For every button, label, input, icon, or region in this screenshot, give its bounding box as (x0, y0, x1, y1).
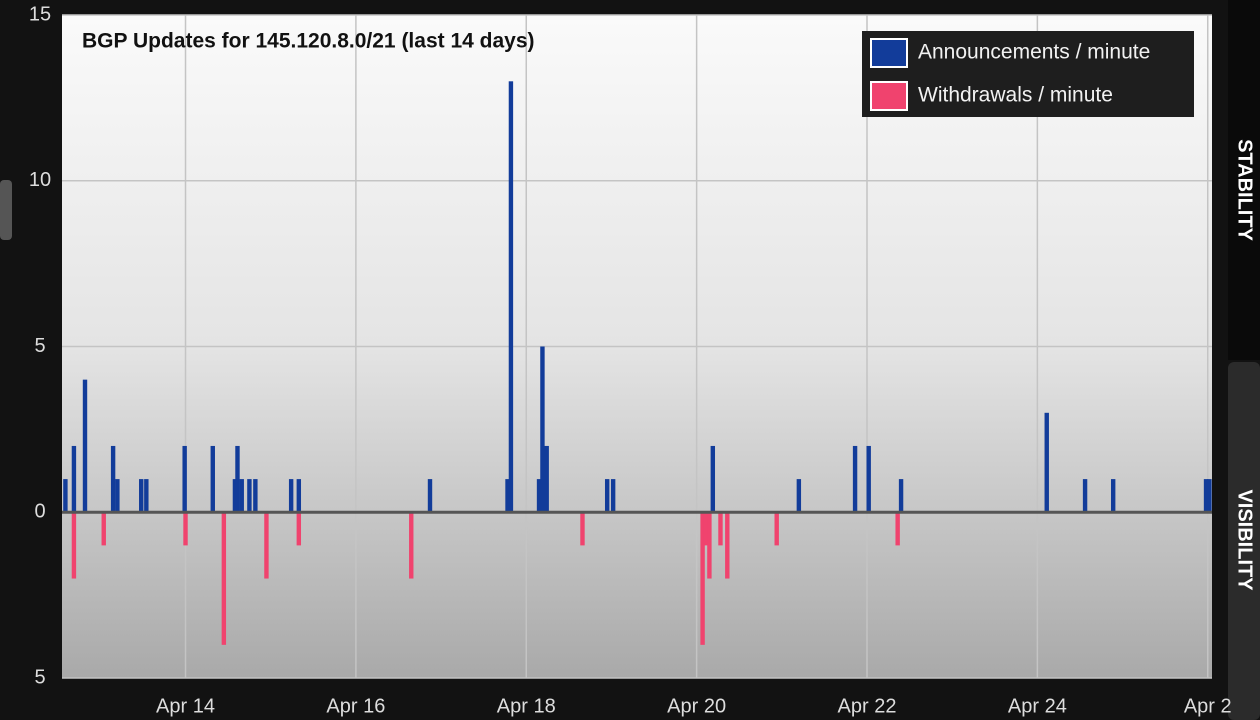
bar (703, 512, 709, 546)
bar (182, 445, 187, 513)
bar (718, 512, 723, 546)
bar (427, 479, 433, 513)
x-tick-label: Apr 22 (838, 695, 897, 717)
legend-swatch (870, 81, 908, 111)
bar (505, 479, 510, 513)
bar (264, 512, 269, 579)
tab-stability[interactable] (1228, 0, 1260, 360)
y-tick-label: 0 (34, 501, 45, 523)
bar (139, 479, 144, 513)
bar (71, 512, 77, 579)
side-handle[interactable] (0, 180, 12, 240)
bar (796, 479, 802, 513)
y-tick-label: 5 (34, 666, 45, 688)
bar (101, 512, 106, 546)
bar (774, 512, 779, 546)
bar (115, 479, 120, 513)
bar (1110, 479, 1116, 513)
legend-swatch (870, 38, 908, 68)
y-tick-label: 10 (29, 169, 51, 191)
x-tick-label: Apr 24 (1008, 695, 1067, 717)
bar (221, 512, 227, 645)
tab-label[interactable]: VISIBILITY (1234, 489, 1256, 591)
bar (866, 445, 871, 513)
x-tick-label: Apr 16 (326, 695, 385, 717)
bar (110, 445, 116, 513)
y-tick-label: 5 (34, 335, 45, 357)
y-tick-label: 15 (29, 3, 51, 25)
bar (253, 479, 258, 513)
bar (247, 479, 252, 513)
bar (1082, 479, 1088, 513)
x-tick-label: Apr 2 (1184, 695, 1232, 717)
bar (82, 379, 88, 513)
bar (63, 479, 68, 513)
legend-label: Withdrawals / minute (918, 84, 1113, 107)
bar (288, 479, 294, 513)
bar (544, 445, 549, 513)
bar (540, 346, 545, 513)
bar (296, 479, 302, 513)
bar (508, 81, 514, 513)
bar (536, 479, 542, 513)
tab-visibility[interactable] (1228, 362, 1260, 720)
bar (183, 512, 188, 546)
legend-label: Announcements / minute (918, 41, 1150, 64)
bar (895, 512, 900, 546)
bar (210, 445, 215, 513)
bar (144, 479, 149, 513)
legend-box (862, 31, 1194, 117)
bar (610, 479, 616, 513)
bar (852, 445, 858, 513)
bar (235, 445, 240, 513)
bar (604, 479, 610, 513)
bar (239, 479, 244, 513)
bar (1203, 479, 1209, 513)
bar (71, 445, 77, 513)
bar (580, 512, 585, 546)
x-tick-label: Apr 20 (667, 695, 726, 717)
bar (296, 512, 302, 546)
bar (725, 512, 730, 579)
bar (1207, 479, 1212, 513)
bar (710, 445, 716, 513)
x-tick-label: Apr 14 (156, 695, 215, 717)
bar (898, 479, 904, 513)
bar (707, 512, 712, 579)
bar (1044, 412, 1049, 513)
tab-label[interactable]: STABILITY (1234, 139, 1256, 242)
bar (700, 512, 705, 645)
bar (409, 512, 414, 579)
bar (232, 479, 238, 513)
chart-title: BGP Updates for 145.120.8.0/21 (last 14 … (82, 30, 535, 53)
x-tick-label: Apr 18 (497, 695, 556, 717)
